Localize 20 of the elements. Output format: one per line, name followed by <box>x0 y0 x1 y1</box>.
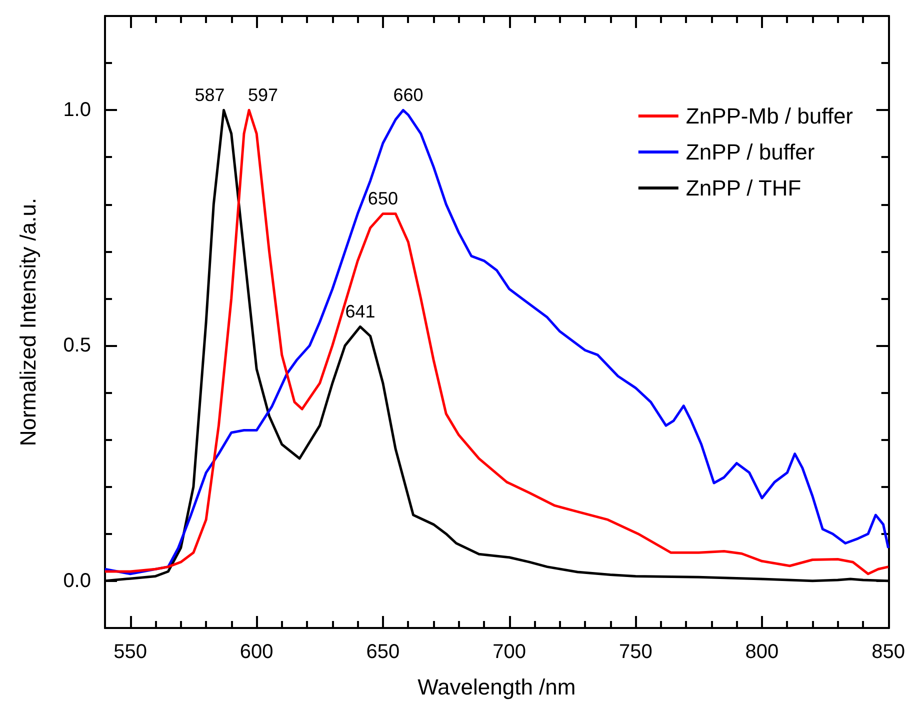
annotation: 660 <box>393 85 424 106</box>
legend-label: ZnPP-Mb / buffer <box>686 104 854 128</box>
annotation: 597 <box>248 85 278 106</box>
annotation: 587 <box>194 85 225 106</box>
y-tick-label: 1.0 <box>63 99 91 122</box>
x-tick-label: 600 <box>240 641 274 663</box>
y-tick-label: 0.5 <box>63 334 91 357</box>
x-tick-label: 850 <box>872 641 906 663</box>
y-axis-title: Normalized Intensity /a.u. <box>16 198 40 446</box>
x-tick-label: 700 <box>492 641 526 663</box>
annotation: 641 <box>345 302 376 322</box>
legend-label: ZnPP / THF <box>686 176 802 200</box>
x-tick-label: 650 <box>366 641 400 663</box>
x-tick-label: 750 <box>618 641 652 663</box>
annotation: 650 <box>368 188 398 209</box>
legend-label: ZnPP / buffer <box>686 140 815 164</box>
y-tick-label: 0.0 <box>63 570 91 592</box>
x-axis-title: Wavelength /nm <box>418 674 576 700</box>
x-tick-label: 800 <box>745 641 779 663</box>
x-tick-label: 550 <box>114 641 147 663</box>
